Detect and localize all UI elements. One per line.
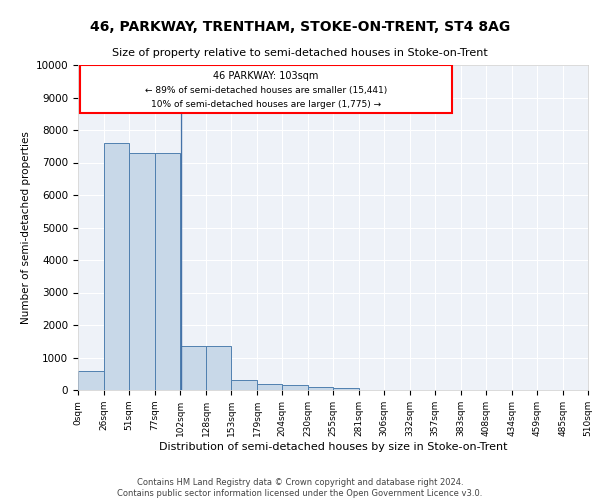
Bar <box>104 143 128 390</box>
Bar <box>308 387 332 390</box>
FancyBboxPatch shape <box>80 66 452 113</box>
Bar <box>257 384 281 390</box>
X-axis label: Distribution of semi-detached houses by size in Stoke-on-Trent: Distribution of semi-detached houses by … <box>159 442 507 452</box>
Text: Size of property relative to semi-detached houses in Stoke-on-Trent: Size of property relative to semi-detach… <box>112 48 488 58</box>
Bar <box>181 346 206 390</box>
Bar <box>130 153 155 390</box>
Bar <box>155 153 179 390</box>
Text: 46, PARKWAY, TRENTHAM, STOKE-ON-TRENT, ST4 8AG: 46, PARKWAY, TRENTHAM, STOKE-ON-TRENT, S… <box>90 20 510 34</box>
Text: ← 89% of semi-detached houses are smaller (15,441): ← 89% of semi-detached houses are smalle… <box>145 86 387 95</box>
Text: 10% of semi-detached houses are larger (1,775) →: 10% of semi-detached houses are larger (… <box>151 100 381 108</box>
Bar <box>232 380 257 390</box>
Text: Contains HM Land Registry data © Crown copyright and database right 2024.
Contai: Contains HM Land Registry data © Crown c… <box>118 478 482 498</box>
Bar <box>79 371 104 390</box>
Y-axis label: Number of semi-detached properties: Number of semi-detached properties <box>22 131 31 324</box>
Bar <box>206 346 230 390</box>
Bar <box>334 388 359 390</box>
Text: 46 PARKWAY: 103sqm: 46 PARKWAY: 103sqm <box>214 71 319 81</box>
Bar <box>283 385 308 390</box>
